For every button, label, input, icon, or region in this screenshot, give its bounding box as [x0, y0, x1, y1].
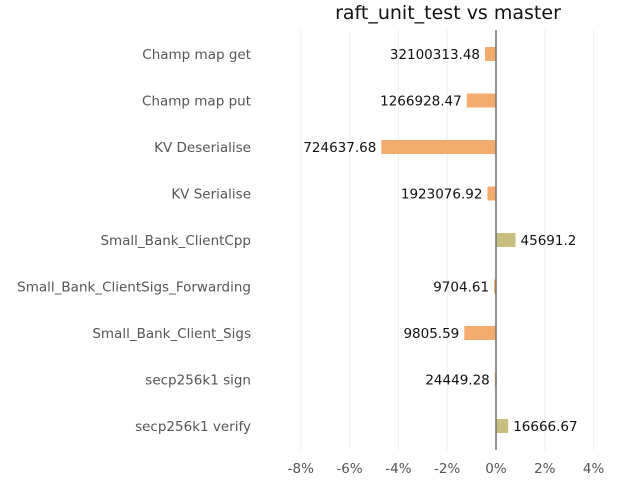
- data-label: 724637.68: [303, 140, 376, 156]
- bar: [494, 279, 497, 294]
- bar: [496, 233, 516, 247]
- category-label: secp256k1 sign: [145, 373, 251, 389]
- bar: [464, 326, 496, 340]
- data-label: 45691.2: [521, 233, 577, 249]
- data-label: 32100313.48: [390, 47, 480, 63]
- category-label: KV Serialise: [171, 187, 251, 203]
- data-labels: 32100313.48 1266928.47 724637.68 1923076.92…: [303, 47, 577, 435]
- data-label: 1923076.92: [401, 187, 483, 203]
- chart-title: raft_unit_test vs master: [335, 2, 561, 24]
- bar: [466, 93, 496, 108]
- category-label: KV Deserialise: [154, 140, 251, 156]
- data-label: 1266928.47: [380, 94, 462, 110]
- category-label: Champ map put: [142, 94, 251, 110]
- data-label: 9805.59: [403, 326, 459, 342]
- bar: [496, 419, 509, 433]
- x-tick-label: -2%: [434, 461, 460, 477]
- data-label: 9704.61: [433, 280, 489, 296]
- x-tick-label: -4%: [385, 461, 411, 477]
- category-label: Small_Bank_Client_Sigs: [92, 326, 251, 342]
- category-label: Small_Bank_ClientCpp: [100, 233, 251, 249]
- x-tick-label: -6%: [336, 461, 362, 477]
- bar: [381, 140, 496, 154]
- x-tick-label: -8%: [288, 461, 314, 477]
- x-tick-label: 4%: [583, 461, 605, 477]
- data-label: 24449.28: [425, 373, 489, 389]
- category-label: secp256k1 verify: [135, 419, 251, 435]
- bar: [485, 47, 496, 61]
- data-label: 16666.67: [513, 419, 577, 435]
- category-labels: Champ map get Champ map put KV Deserialise…: [17, 47, 251, 435]
- x-axis-tick-labels: -8% -6% -4% -2% 0% 2% 4%: [288, 461, 605, 477]
- category-label: Champ map get: [142, 47, 251, 63]
- category-label: Small_Bank_ClientSigs_Forwarding: [17, 280, 251, 296]
- bar: [487, 186, 496, 201]
- x-tick-label: 2%: [534, 461, 556, 477]
- x-tick-label: 0%: [485, 461, 507, 477]
- grid-lines: [300, 30, 595, 450]
